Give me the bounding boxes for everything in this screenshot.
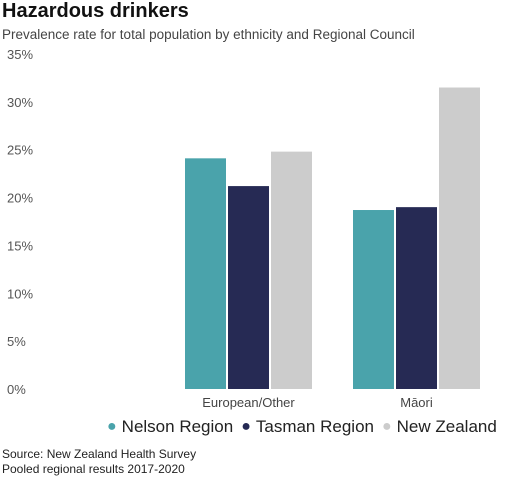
source-note: Source: New Zealand Health Survey [2,447,197,461]
y-tick-label: 5% [7,334,26,349]
bar-nelson-region-european-other [185,158,226,389]
bar-new-zealand-maori [439,87,480,389]
legend-label: Nelson Region [121,417,234,436]
legend-item-nelson-region: ● Nelson Region [107,417,233,437]
chart-title: Hazardous drinkers [2,0,189,22]
bar-chart: 0% 5% 10% 15% 20% 25% 30% 35% European/Other Māor… [7,47,480,410]
legend-swatch-icon: ● [381,418,392,435]
y-tick-label: 25% [7,143,33,158]
legend-swatch-icon: ● [241,418,251,435]
x-category-label: Māori [400,395,433,410]
bar-new-zealand-european-other [271,151,312,389]
y-tick-label: 30% [7,95,33,110]
x-category-label: European/Other [202,395,295,410]
bar-nelson-region-maori [353,210,394,389]
legend-label: Tasman Region [255,417,374,436]
legend-swatch-icon: ● [107,418,117,435]
y-tick-label: 15% [7,238,33,253]
pooled-results-note: Pooled regional results 2017-2020 [2,462,185,476]
chart-subtitle: Prevalence rate for total population by … [2,27,415,42]
y-tick-label: 10% [7,286,33,301]
chart-legend: ● Nelson Region ● Tasman Region ● New Zealand [107,417,505,437]
bar-tasman-region-european-other [228,186,269,389]
y-tick-label: 35% [7,47,33,62]
bar-tasman-region-maori [396,207,437,389]
legend-item-new-zealand: ● New Zealand [382,417,497,437]
y-tick-label: 0% [7,382,26,397]
legend-label: New Zealand [396,417,497,436]
y-tick-label: 20% [7,191,33,206]
legend-item-tasman-region: ● Tasman Region [241,417,374,437]
